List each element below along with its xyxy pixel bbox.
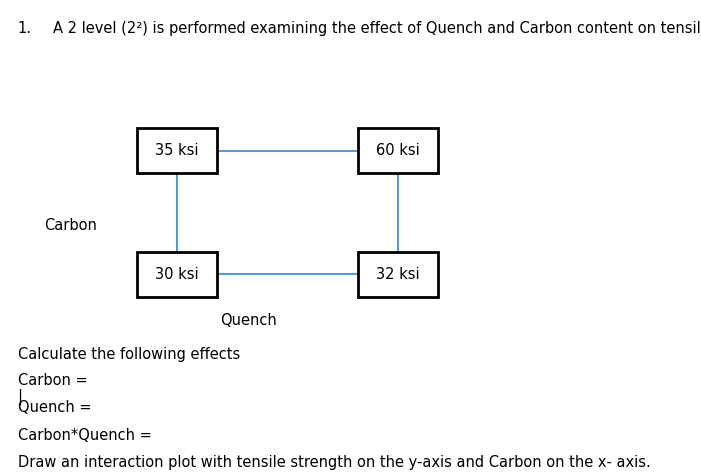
Text: Quench: Quench [221, 313, 277, 328]
Text: |: | [18, 389, 22, 405]
Text: 1.: 1. [18, 21, 32, 37]
Text: A 2 level (2²) is performed examining the effect of Quench and Carbon content on: A 2 level (2²) is performed examining th… [53, 21, 701, 37]
Text: 35 ksi: 35 ksi [155, 143, 199, 158]
FancyBboxPatch shape [137, 252, 217, 297]
Text: 30 ksi: 30 ksi [155, 267, 199, 282]
Text: 60 ksi: 60 ksi [376, 143, 420, 158]
Text: Calculate the following effects: Calculate the following effects [18, 347, 240, 362]
FancyBboxPatch shape [137, 128, 217, 173]
Text: Carbon*Quench =: Carbon*Quench = [18, 428, 151, 443]
Text: Draw an interaction plot with tensile strength on the y-axis and Carbon on the x: Draw an interaction plot with tensile st… [18, 455, 651, 470]
FancyBboxPatch shape [358, 128, 438, 173]
Text: Carbon =: Carbon = [18, 373, 87, 388]
Text: 32 ksi: 32 ksi [376, 267, 420, 282]
FancyBboxPatch shape [358, 252, 438, 297]
Text: Carbon: Carbon [43, 218, 97, 233]
Text: Quench =: Quench = [18, 400, 91, 416]
